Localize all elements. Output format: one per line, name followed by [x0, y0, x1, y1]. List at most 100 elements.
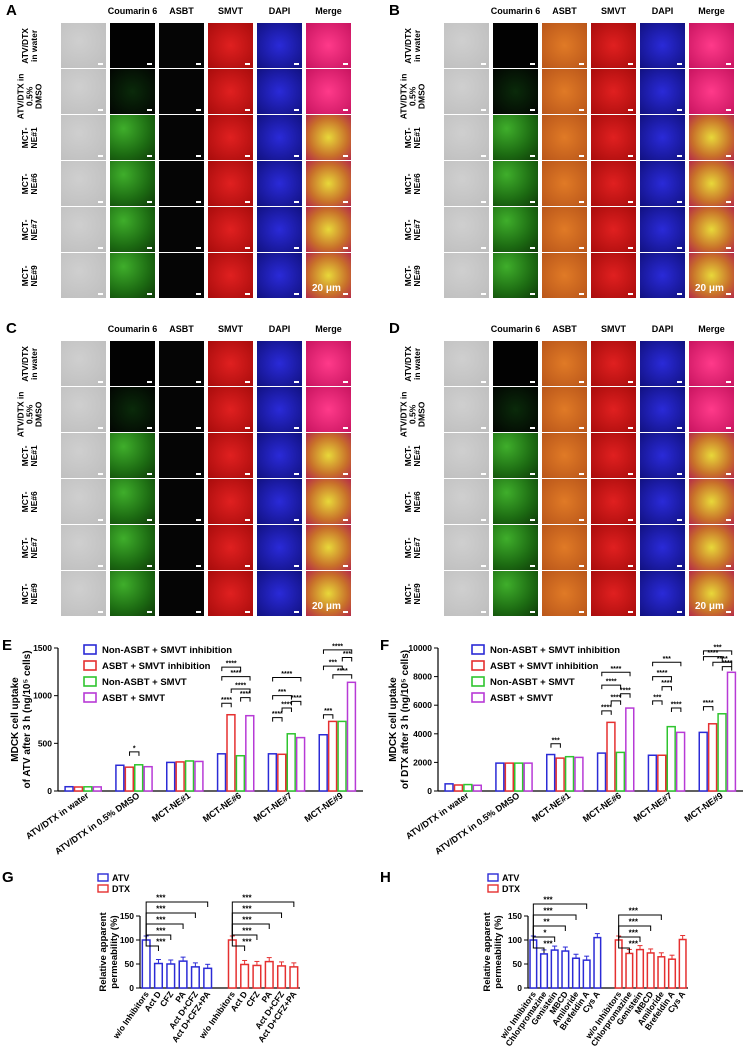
- bar: [184, 760, 195, 792]
- bar: [153, 962, 164, 989]
- scale-bar: [245, 473, 250, 475]
- micrograph-tile: [61, 479, 106, 524]
- scale-bar: [98, 473, 103, 475]
- micrograph-tile: [493, 571, 538, 616]
- significance-bracket: [322, 665, 343, 671]
- micrograph-tile: [306, 571, 351, 616]
- significance-label: ***: [329, 660, 337, 667]
- column-header: Merge: [315, 6, 342, 16]
- x-tick-label: ATV/DTX in 0.5% DMSO: [433, 790, 521, 856]
- micrograph-tile: [257, 571, 302, 616]
- micrograph-tile: [542, 341, 587, 386]
- bar: [240, 963, 250, 989]
- scale-bar: [579, 611, 584, 613]
- scale-bar: [147, 293, 152, 295]
- scale-bar: [245, 611, 250, 613]
- y-tick-label: 4000: [413, 729, 432, 739]
- bar: [495, 762, 505, 792]
- y-tick-label: 6000: [413, 700, 432, 710]
- row-label: MCT- NE#6: [20, 173, 39, 195]
- micrograph-tile: [591, 161, 636, 206]
- y-tick-label: 1000: [33, 691, 52, 701]
- micrograph-tile: [493, 525, 538, 570]
- significance-bracket: [532, 914, 577, 939]
- micrograph-tile: [159, 387, 204, 432]
- significance-label: ***: [629, 940, 639, 949]
- significance-label: ***: [242, 894, 252, 903]
- column-header: Coumarin 6: [490, 324, 541, 334]
- micrograph-tile: [591, 571, 636, 616]
- scale-bar: [628, 381, 633, 383]
- x-tick-label: MCT-NE#6: [201, 790, 243, 824]
- x-tick-label: MCT-NE#1: [150, 790, 192, 824]
- scale-bar: [481, 109, 486, 111]
- scale-bar: [628, 519, 633, 521]
- micrograph-tile: [257, 433, 302, 478]
- y-label-line: of DTX after 3 h (ng/10⁵ cells): [400, 650, 411, 789]
- bar: [141, 939, 151, 989]
- scale-bar: [294, 109, 299, 111]
- scale-bar: [196, 473, 201, 475]
- micrograph-tile: [689, 479, 734, 524]
- panel-letter: H: [380, 869, 391, 886]
- scale-bar: [245, 427, 250, 429]
- scale-bar: [481, 381, 486, 383]
- micrograph-tile: [640, 23, 685, 68]
- micrograph-tile: [61, 161, 106, 206]
- bar: [453, 784, 464, 792]
- scale-bar: [245, 201, 250, 203]
- micrograph-tile: [640, 433, 685, 478]
- scale-bar: [98, 247, 103, 249]
- scale-bar: [343, 293, 348, 295]
- significance-bracket: [721, 666, 733, 671]
- bar: [523, 762, 533, 792]
- column-header: DAPI: [268, 6, 291, 16]
- micrograph-tile: [640, 525, 685, 570]
- bar: [245, 714, 255, 792]
- bar: [327, 720, 338, 792]
- bar: [504, 762, 514, 792]
- significance-label: ***: [278, 689, 286, 696]
- column-header: ASBT: [169, 6, 194, 16]
- significance-label: ***: [543, 940, 553, 949]
- panel-letter: A: [6, 2, 17, 19]
- row-label: MCT- NE#7: [403, 537, 422, 559]
- legend-label: ASBT + SMVT: [102, 693, 165, 704]
- scale-bar: [726, 611, 731, 613]
- scale-bar: [343, 201, 348, 203]
- scale-bar: [579, 473, 584, 475]
- scale-bar-label: 20 μm: [312, 601, 341, 612]
- micrograph-tile: [542, 253, 587, 298]
- scale-bar: [294, 155, 299, 157]
- scale-bar: [245, 63, 250, 65]
- scale-bar: [677, 519, 682, 521]
- significance-bracket: [702, 706, 714, 711]
- column-header: DAPI: [651, 6, 674, 16]
- scale-bar: [294, 519, 299, 521]
- scale-bar: [98, 293, 103, 295]
- y-tick-label: 150: [120, 911, 134, 921]
- significance-bracket: [601, 671, 631, 677]
- micrograph-tile: [444, 479, 489, 524]
- legend-label: DTX: [112, 884, 130, 894]
- bar: [444, 783, 454, 792]
- scale-bar: [726, 63, 731, 65]
- scale-bar: [579, 63, 584, 65]
- significance-label: ***: [543, 907, 553, 916]
- significance-label: ****: [606, 679, 617, 686]
- legend-label: ASBT + SMVT: [490, 693, 553, 704]
- micrograph-tile: [306, 161, 351, 206]
- column-header: SMVT: [217, 6, 243, 16]
- legend-label: ASBT + SMVT inhibition: [102, 661, 211, 672]
- significance-bracket: [601, 684, 622, 690]
- scale-bar: [726, 293, 731, 295]
- scale-bar: [343, 109, 348, 111]
- scale-bar: [530, 201, 535, 203]
- micrograph-tile: [444, 23, 489, 68]
- significance-bracket: [601, 710, 612, 715]
- significance-bracket: [670, 707, 682, 713]
- scale-bar: [628, 473, 633, 475]
- significance-bracket: [532, 938, 545, 953]
- bar: [235, 754, 246, 792]
- significance-bracket: [290, 700, 302, 706]
